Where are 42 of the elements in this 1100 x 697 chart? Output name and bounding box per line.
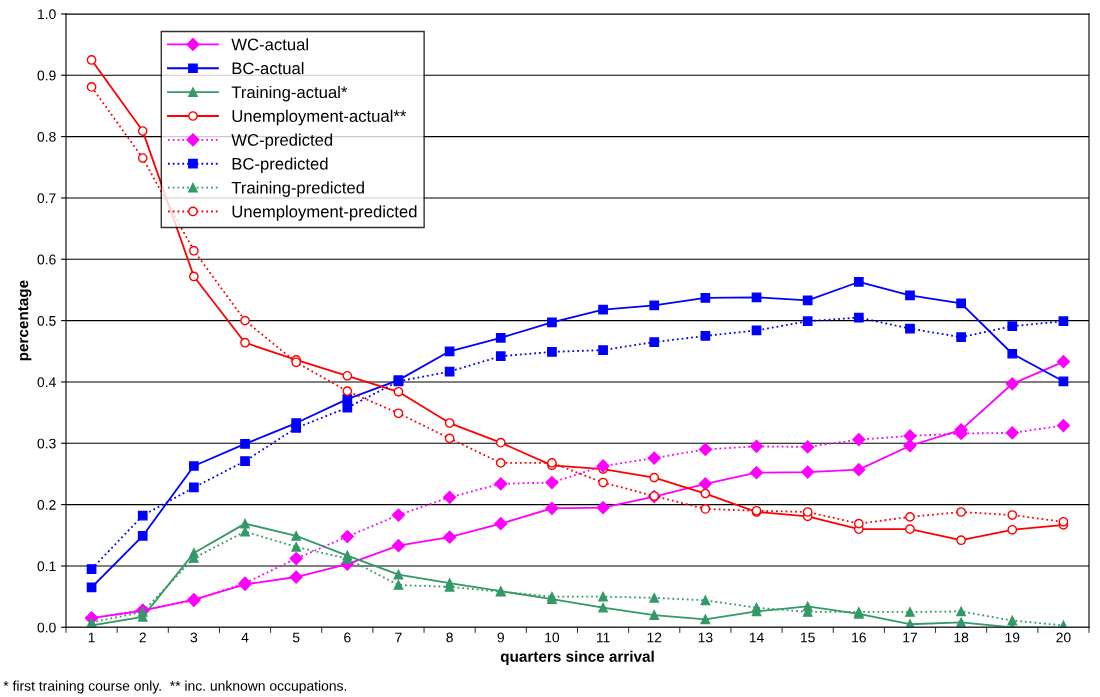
y-tick-label: 0.3 [37,438,56,449]
legend-label: BC-predicted [232,157,328,174]
text: * first training course only. ** inc. unknown occupations. [3,680,347,694]
y-tick-label: 0.6 [37,254,56,265]
x-tick-label: 19 [1005,632,1020,643]
x-tick-label: 2 [139,632,146,643]
legend-label: WC-predicted [231,133,333,150]
legend-label: Training-predicted [231,181,364,197]
x-tick-label: 1 [88,632,95,643]
x-tick-label: 10 [545,632,560,643]
x-tick-label: 6 [344,632,351,643]
x-tick-label: 4 [241,632,249,643]
x-tick-label: 8 [446,632,453,643]
legend-label: WC-actual [231,38,308,51]
x-tick-label: 17 [903,632,917,643]
x-tick-label: 18 [954,632,969,643]
y-tick-label: 0.5 [37,315,56,326]
legend-label: Training-actual* [231,85,348,102]
x-tick-label: 11 [596,632,610,643]
y-tick-label: 0.8 [37,131,56,142]
x-tick-label: 14 [749,632,764,643]
x-axis-title: quarters since arrival [500,650,654,665]
y-tick-label: 1.0 [38,9,56,20]
x-tick-label: 7 [395,632,402,643]
y-tick-label: 0.7 [37,193,56,204]
legend-label: Unemployment-predicted [232,205,417,221]
y-tick-label: 0.1 [37,561,56,572]
y-tick-label: 0.4 [37,377,56,388]
x-tick-label: 9 [497,632,504,643]
x-tick-label: 15 [801,632,815,643]
x-tick-label: 13 [698,632,713,643]
x-tick-label: 12 [647,632,662,643]
y-tick-label: 0.2 [37,499,56,510]
y-axis-title: percentage [18,280,32,361]
y-tick-label: 0.9 [37,70,56,81]
x-tick-label: 20 [1056,632,1071,643]
legend-label: Unemployment-actual** [232,109,407,126]
x-tick-label: 5 [292,632,300,643]
x-tick-label: 16 [852,632,866,643]
legend-label: BC-actual [232,62,304,75]
y-tick-label: 0.0 [37,622,56,633]
x-tick-label: 3 [190,632,198,643]
